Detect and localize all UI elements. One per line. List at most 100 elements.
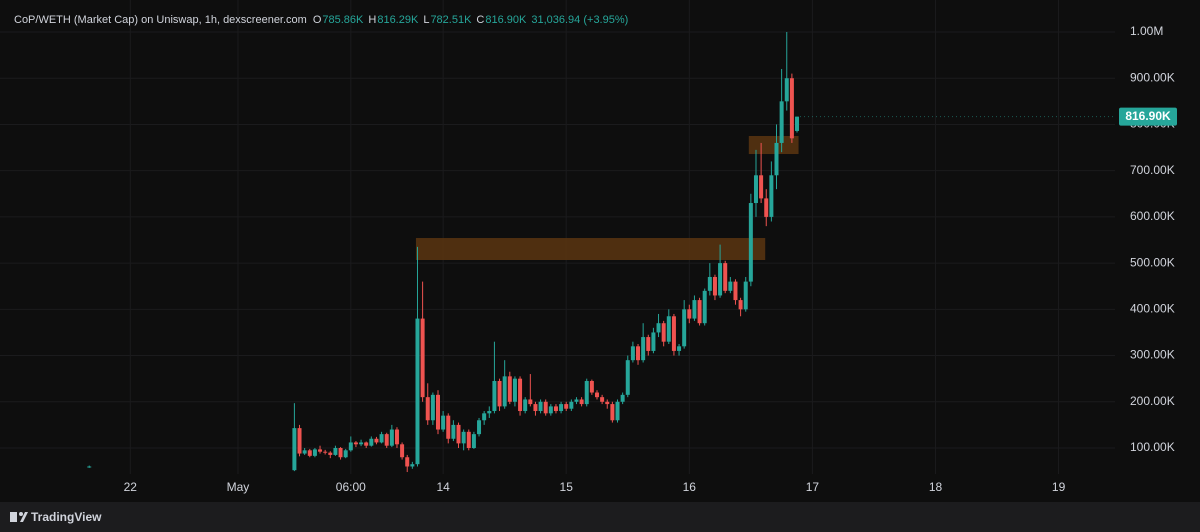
body: [579, 399, 584, 405]
body: [620, 394, 625, 402]
body: [764, 198, 769, 217]
body: [671, 316, 676, 351]
body: [559, 404, 564, 412]
candle: [610, 401, 615, 423]
ohlc-value: 816.29K: [377, 14, 419, 26]
candle: [779, 68, 784, 153]
candle: [466, 429, 471, 451]
candle: [651, 327, 656, 354]
body: [502, 376, 507, 407]
candle: [697, 297, 702, 326]
body: [728, 281, 733, 291]
body: [564, 404, 569, 409]
body: [589, 380, 594, 393]
candle: [584, 378, 589, 407]
body: [389, 429, 394, 446]
body: [482, 413, 487, 421]
body: [318, 449, 323, 452]
title: CoP/WETH (Market Cap) on Uniswap, 1h, de…: [14, 14, 307, 26]
body: [574, 399, 579, 402]
body: [292, 428, 297, 471]
body: [636, 346, 641, 361]
candle: [87, 465, 92, 468]
candle: [369, 436, 374, 447]
candle: [625, 355, 630, 398]
body: [743, 281, 748, 310]
candle: [723, 260, 728, 294]
candle: [415, 246, 420, 467]
x-tick-label: 16: [683, 480, 697, 494]
body: [712, 276, 717, 296]
body: [471, 434, 476, 448]
candle: [302, 447, 307, 455]
body: [338, 447, 343, 458]
body: [748, 203, 753, 282]
candle: [661, 320, 666, 347]
body: [323, 451, 328, 453]
candle: [774, 124, 779, 190]
candle: [753, 149, 758, 217]
ohlc-label: L: [423, 14, 430, 26]
body: [789, 78, 794, 139]
body: [615, 401, 620, 421]
candle: [682, 300, 687, 349]
body: [528, 399, 533, 405]
candle: [400, 442, 405, 460]
candle: [574, 397, 579, 405]
candle: [487, 406, 492, 418]
candle: [384, 432, 389, 448]
x-tick-label: 19: [1052, 480, 1066, 494]
body: [359, 442, 364, 445]
body: [430, 394, 435, 421]
body: [692, 300, 697, 319]
candle: [784, 31, 789, 111]
candle: [677, 343, 682, 356]
candle: [589, 379, 594, 395]
candle: [389, 424, 394, 448]
body: [333, 447, 338, 455]
body: [753, 175, 758, 204]
candle: [687, 304, 692, 324]
candle: [789, 73, 794, 143]
body: [487, 411, 492, 414]
body: [497, 380, 502, 407]
candle: [523, 397, 528, 414]
candle: [795, 116, 800, 133]
body: [641, 337, 646, 361]
candle: [764, 189, 769, 227]
candle: [769, 161, 774, 222]
body: [87, 466, 92, 468]
body: [415, 318, 420, 465]
body: [779, 101, 784, 143]
body: [451, 424, 456, 439]
candle: [307, 448, 312, 458]
body: [733, 281, 738, 301]
candle: [543, 399, 548, 416]
candle: [692, 295, 697, 321]
body: [405, 457, 410, 467]
y-tick-label: 900.00K: [1130, 70, 1175, 84]
candle: [707, 263, 712, 296]
plot: 1.00M900.00K800.00K700.00K600.00K500.00K…: [0, 0, 1177, 494]
y-tick-label: 300.00K: [1130, 348, 1175, 362]
candle: [435, 390, 440, 435]
y-tick-label: 500.00K: [1130, 255, 1175, 269]
candle: [451, 420, 456, 442]
candle: [471, 431, 476, 449]
candle: [405, 454, 410, 473]
x-tick-label: 14: [436, 480, 450, 494]
body: [446, 415, 451, 439]
candle: [738, 297, 743, 317]
candle: [636, 343, 641, 365]
candle: [379, 431, 384, 444]
body: [507, 376, 512, 402]
candle: [579, 397, 584, 407]
body: [343, 450, 348, 458]
candle: [671, 313, 676, 356]
body: [646, 337, 651, 351]
candle: [748, 193, 753, 287]
candle: [553, 404, 558, 414]
candle: [425, 383, 430, 425]
body: [312, 449, 317, 456]
